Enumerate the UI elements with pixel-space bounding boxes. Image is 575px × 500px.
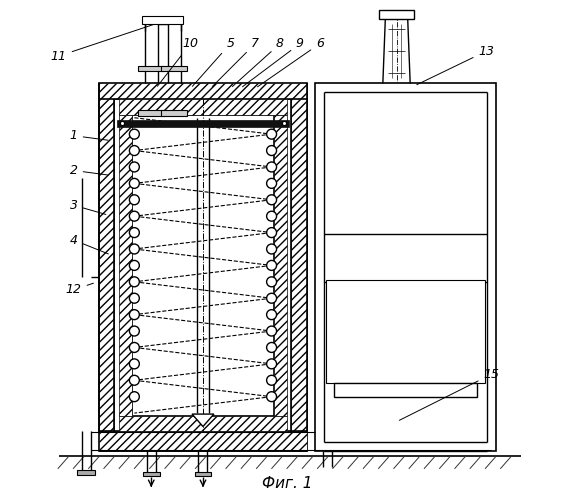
Bar	[143, 472, 160, 476]
Bar	[334, 383, 477, 396]
Circle shape	[129, 129, 139, 139]
Circle shape	[129, 359, 139, 369]
Circle shape	[129, 228, 139, 237]
Circle shape	[267, 178, 277, 188]
Bar	[77, 470, 95, 475]
Bar	[274, 116, 286, 416]
Bar	[117, 120, 289, 126]
Bar	[292, 100, 308, 432]
Circle shape	[129, 342, 139, 352]
Text: 2: 2	[70, 164, 108, 177]
Text: 7: 7	[212, 37, 259, 86]
Text: 9: 9	[243, 37, 304, 86]
Circle shape	[129, 326, 139, 336]
Circle shape	[267, 342, 277, 352]
Circle shape	[129, 310, 139, 320]
Bar	[98, 84, 308, 452]
Bar	[380, 10, 413, 19]
Bar	[142, 16, 183, 24]
Circle shape	[129, 162, 139, 172]
Circle shape	[129, 392, 139, 402]
Bar	[315, 84, 496, 452]
Text: Фиг. 1: Фиг. 1	[262, 476, 313, 491]
Text: 4: 4	[70, 234, 109, 254]
Text: 12: 12	[66, 283, 93, 296]
Circle shape	[267, 129, 277, 139]
Text: 5: 5	[193, 37, 235, 86]
Bar	[161, 110, 187, 116]
Circle shape	[267, 392, 277, 402]
Circle shape	[129, 195, 139, 205]
Circle shape	[267, 146, 277, 156]
Circle shape	[267, 277, 277, 287]
Text: 3: 3	[70, 198, 106, 214]
Circle shape	[267, 228, 277, 237]
Circle shape	[267, 195, 277, 205]
Circle shape	[129, 260, 139, 270]
Circle shape	[267, 359, 277, 369]
Circle shape	[129, 211, 139, 221]
Bar	[98, 432, 308, 452]
Bar	[120, 416, 286, 432]
Bar	[98, 100, 114, 432]
Text: 6: 6	[258, 37, 324, 87]
Polygon shape	[192, 414, 214, 426]
Circle shape	[267, 294, 277, 303]
Text: 1: 1	[70, 129, 108, 142]
Bar	[120, 116, 132, 416]
Bar	[326, 280, 485, 383]
Bar	[98, 84, 308, 100]
Circle shape	[267, 310, 277, 320]
Circle shape	[267, 326, 277, 336]
Circle shape	[129, 294, 139, 303]
Circle shape	[129, 376, 139, 385]
Bar	[139, 66, 164, 71]
Text: 8: 8	[232, 37, 284, 86]
Text: 11: 11	[51, 24, 153, 62]
Text: 15: 15	[400, 368, 499, 420]
Text: 13: 13	[417, 44, 494, 84]
Circle shape	[129, 178, 139, 188]
Text: 10: 10	[158, 37, 198, 86]
Circle shape	[267, 260, 277, 270]
Bar	[194, 472, 212, 476]
Bar	[161, 66, 187, 71]
Circle shape	[267, 376, 277, 385]
Circle shape	[129, 146, 139, 156]
Circle shape	[267, 211, 277, 221]
Circle shape	[267, 244, 277, 254]
Circle shape	[129, 277, 139, 287]
Bar	[120, 100, 286, 116]
Bar	[139, 110, 164, 116]
Circle shape	[129, 244, 139, 254]
Circle shape	[267, 162, 277, 172]
